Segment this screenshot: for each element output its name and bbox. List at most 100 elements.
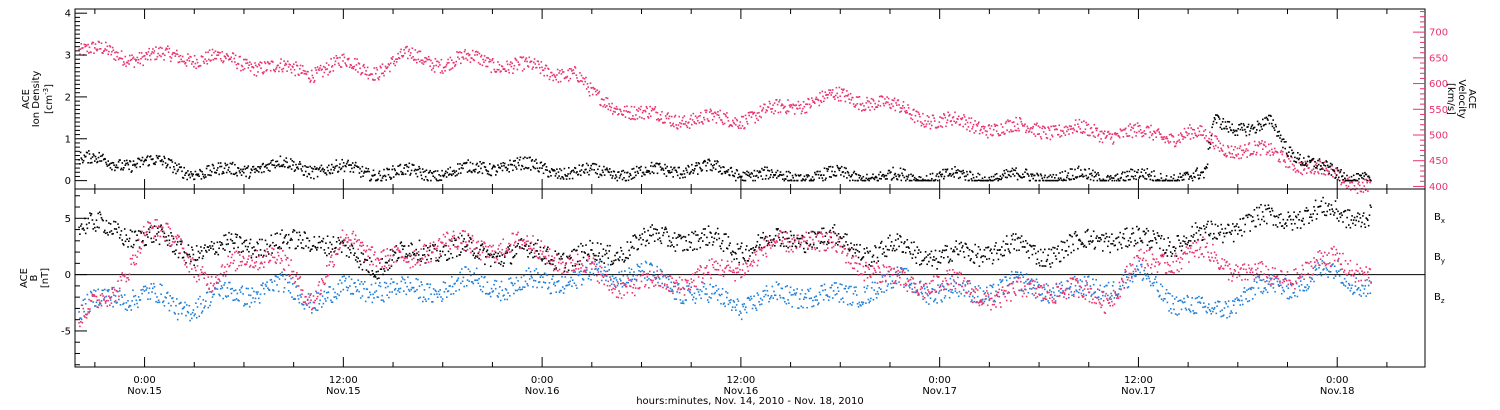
density-point (96, 160, 99, 163)
bx-point (837, 244, 839, 246)
velocity-point (1317, 171, 1319, 173)
velocity-point (559, 70, 561, 72)
bx-point (629, 254, 631, 256)
velocity-point (1215, 144, 1217, 147)
velocity-point (1232, 148, 1235, 151)
density-point (811, 176, 814, 178)
velocity-point (388, 64, 390, 66)
density-point (342, 165, 344, 168)
bx-point (105, 219, 108, 222)
bx-point (695, 234, 697, 236)
density-point (530, 169, 532, 171)
density-point (1339, 171, 1342, 173)
density-point (1306, 160, 1309, 163)
velocity-point (790, 104, 793, 107)
velocity-point (148, 47, 150, 50)
bx-point (1227, 223, 1229, 226)
bx-point (532, 256, 534, 259)
density-point (902, 168, 905, 170)
density-point (720, 166, 722, 169)
density-point (953, 176, 955, 178)
velocity-point (822, 95, 824, 98)
density-point (818, 177, 821, 179)
density-point (354, 161, 357, 164)
bx-point (1029, 244, 1031, 246)
density-point (365, 167, 367, 170)
velocity-point (1162, 136, 1164, 139)
velocity-point (107, 53, 109, 56)
density-point (828, 166, 830, 168)
velocity-point (1204, 129, 1207, 131)
velocity-point (591, 93, 594, 96)
bx-point (363, 261, 365, 264)
velocity-point (659, 114, 662, 116)
velocity-point (392, 62, 395, 65)
density-point (1177, 176, 1180, 178)
bx-point (575, 249, 577, 252)
velocity-point (864, 109, 866, 112)
density-point (820, 174, 823, 176)
bx-point (625, 257, 628, 259)
bx-point (1011, 238, 1014, 241)
velocity-point (102, 52, 104, 54)
velocity-point (1165, 136, 1168, 138)
velocity-point (328, 64, 330, 66)
density-point (262, 162, 264, 165)
velocity-point (471, 49, 474, 52)
density-point (804, 179, 806, 182)
bx-point (403, 245, 406, 247)
density-point (1164, 179, 1166, 182)
bx-point (804, 251, 807, 254)
velocity-point (402, 55, 405, 57)
density-point (1105, 179, 1108, 182)
velocity-point (490, 71, 493, 74)
bx-point (404, 255, 407, 258)
bx-point (249, 238, 252, 241)
bx-point (446, 259, 448, 261)
velocity-point (837, 96, 839, 99)
density-point (88, 153, 91, 155)
density-point (266, 163, 269, 166)
density-point (861, 177, 863, 180)
bx-point (226, 238, 229, 241)
bx-point (304, 232, 306, 234)
velocity-point (882, 102, 885, 105)
density-point (1227, 131, 1230, 133)
density-point (1134, 175, 1137, 177)
bx-point (199, 252, 201, 254)
velocity-point (427, 55, 430, 58)
velocity-point (196, 61, 199, 64)
bx-point (839, 236, 841, 238)
density-point (894, 172, 897, 175)
velocity-point (802, 101, 805, 103)
density-point (395, 172, 398, 174)
bx-point (278, 246, 281, 248)
velocity-point (249, 70, 252, 72)
velocity-point (1224, 154, 1226, 157)
velocity-point (262, 72, 264, 75)
velocity-point (145, 52, 147, 54)
bx-point (329, 241, 331, 244)
velocity-point (1174, 145, 1177, 147)
velocity-point (761, 108, 764, 111)
velocity-point (681, 119, 683, 122)
velocity-point (1037, 125, 1040, 127)
velocity-point (1337, 178, 1339, 181)
velocity-point (1323, 173, 1325, 175)
bx-point (598, 252, 600, 254)
velocity-point (442, 72, 444, 74)
density-point (560, 169, 563, 172)
density-point (251, 169, 253, 172)
density-point (480, 167, 482, 170)
density-point (954, 172, 957, 174)
density-point (1001, 173, 1004, 176)
density-point (1089, 173, 1091, 175)
velocity-point (517, 61, 519, 63)
velocity-point (1168, 142, 1170, 144)
velocity-point (789, 106, 791, 108)
velocity-point (108, 44, 111, 47)
velocity-point (972, 123, 975, 126)
density-point (282, 163, 285, 166)
velocity-point (1020, 120, 1023, 123)
bx-point (822, 227, 825, 230)
